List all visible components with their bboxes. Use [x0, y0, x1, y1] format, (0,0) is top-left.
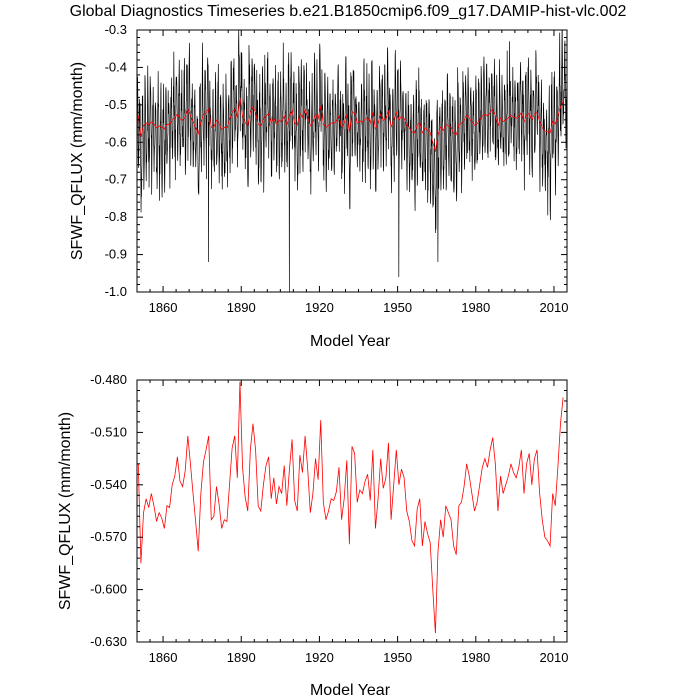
bottom-x-axis-label: Model Year	[310, 682, 391, 699]
top-x-tick-label: 1980	[461, 300, 490, 315]
bottom-plot-area	[137, 381, 564, 634]
bottom-y-tick-label: -0.600	[90, 582, 127, 597]
top-series-monthly-line	[137, 30, 567, 292]
top-axis-ticks: 1860 1890 1920 1950 1980 2010 -1.0 -0.9 -0.8 -0.7…	[105, 22, 569, 315]
top-y-tick-label: -0.5	[105, 97, 127, 112]
top-x-tick-label: 1890	[227, 300, 256, 315]
bottom-y-tick-label: -0.570	[90, 529, 127, 544]
top-y-tick-label: -0.6	[105, 134, 127, 149]
bottom-x-tick-label: 1860	[149, 650, 178, 665]
bottom-y-tick-label: -0.540	[90, 477, 127, 492]
top-x-tick-label: 1920	[305, 300, 334, 315]
top-x-tick-label: 1950	[383, 300, 412, 315]
top-y-tick-label: -1.0	[105, 284, 127, 299]
top-x-axis-label: Model Year	[310, 333, 391, 350]
bottom-y-tick-label: -0.510	[90, 424, 127, 439]
bottom-y-tick-label: -0.630	[90, 634, 127, 649]
bottom-x-tick-label: 1950	[383, 650, 412, 665]
top-panel: 1860 1890 1920 1950 1980 2010 -1.0 -0.9 -0.8 -0.7…	[69, 22, 569, 350]
bottom-y-tick-label: -0.480	[90, 372, 127, 387]
bottom-y-axis-label: SFWF_QFLUX (mm/month)	[57, 412, 74, 610]
bottom-plot-frame	[136, 379, 568, 643]
top-y-axis-label: SFWF_QFLUX (mm/month)	[69, 62, 86, 260]
bottom-axis-ticks: 1860 1890 1920 1950 1980 2010 -0.630 -0.600 -0.5…	[90, 372, 568, 665]
top-y-tick-label: -0.9	[105, 247, 127, 262]
bottom-x-tick-label: 1920	[305, 650, 334, 665]
bottom-x-tick-label: 2010	[540, 650, 569, 665]
bottom-x-tick-label: 1980	[461, 650, 490, 665]
bottom-series-annual-line	[137, 381, 564, 634]
top-series-annual-line	[137, 97, 564, 152]
top-y-tick-label: -0.3	[105, 22, 127, 37]
bottom-x-tick-label: 1890	[227, 650, 256, 665]
top-x-tick-label: 2010	[540, 300, 569, 315]
bottom-panel: 1860 1890 1920 1950 1980 2010 -0.630 -0.600 -0.5…	[57, 372, 568, 699]
top-x-tick-label: 1860	[149, 300, 178, 315]
top-y-tick-label: -0.7	[105, 172, 127, 187]
top-y-tick-label: -0.4	[105, 59, 127, 74]
top-plot-frame	[136, 29, 568, 293]
figure-title: Global Diagnostics Timeseries b.e21.B185…	[70, 3, 627, 20]
top-y-tick-label: -0.8	[105, 209, 127, 224]
top-plot-area	[137, 30, 567, 292]
